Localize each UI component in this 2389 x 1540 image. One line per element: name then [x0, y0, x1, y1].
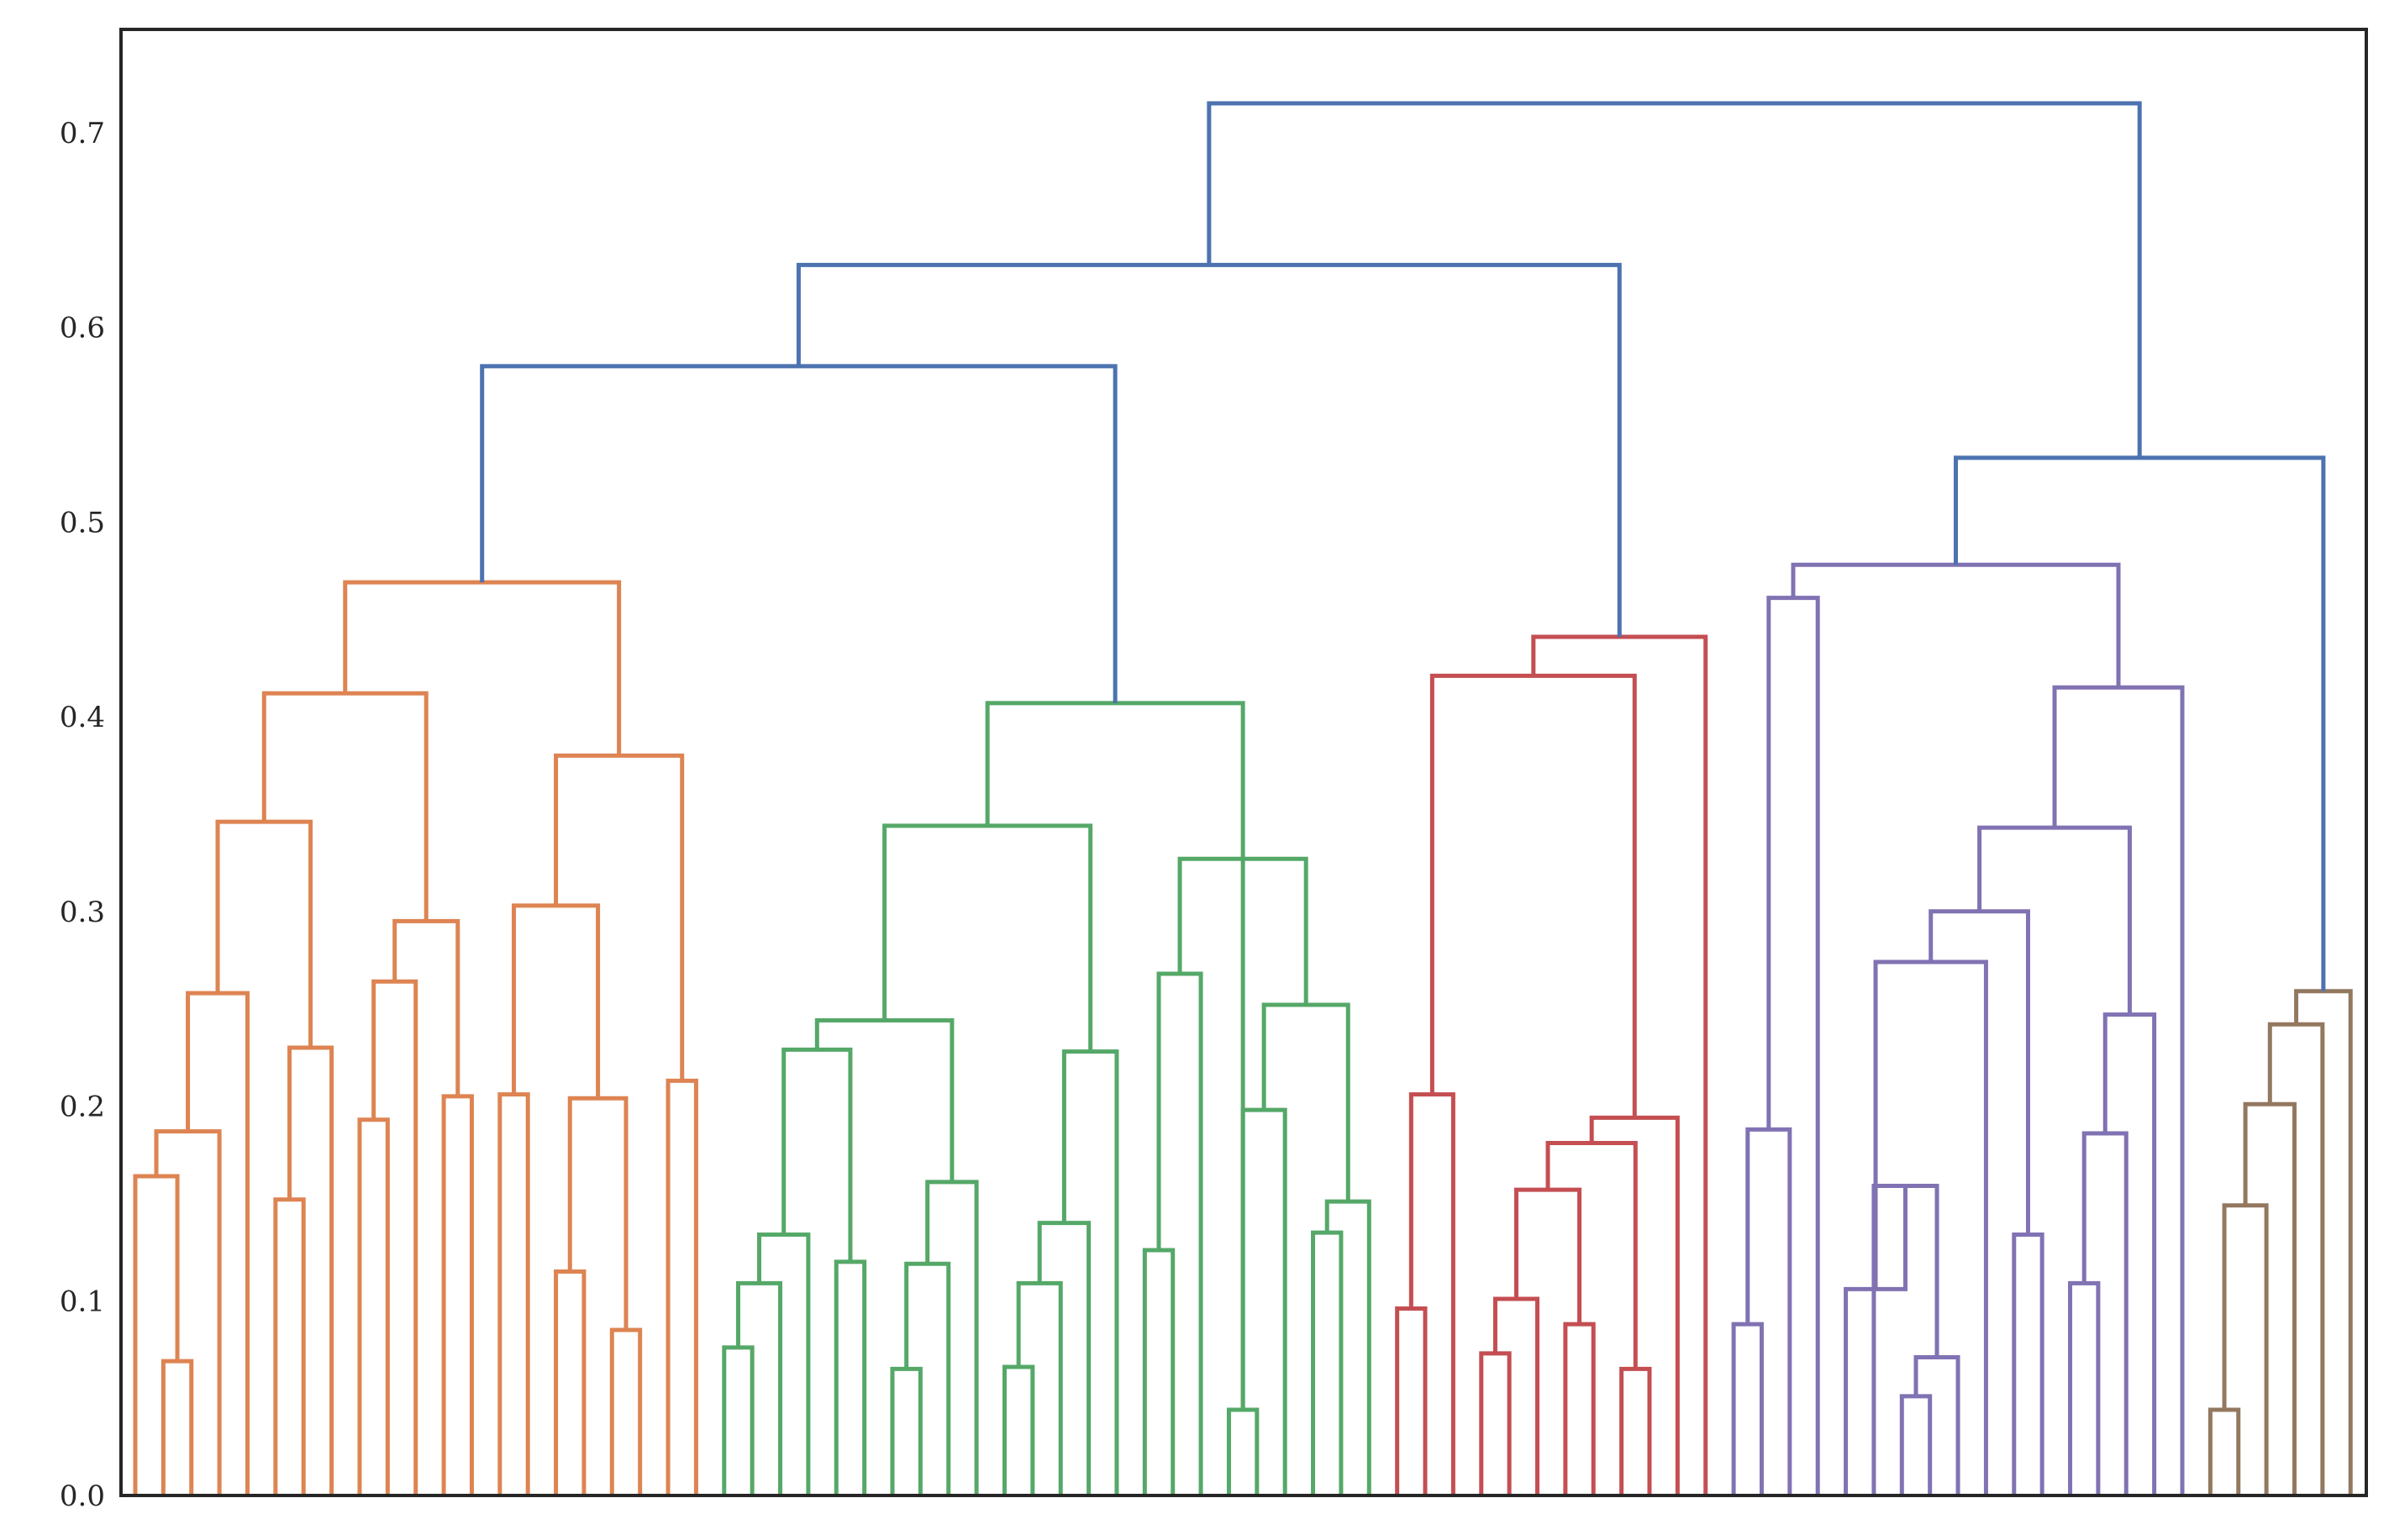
dendrogram-link [781, 1047, 853, 1262]
dendrogram-link [1791, 562, 2121, 688]
y-tick-label: 0.5 [60, 506, 105, 539]
dendrogram-link [1479, 1351, 1512, 1495]
dendrogram-link [925, 1180, 979, 1495]
dendrogram-link [1619, 1366, 1652, 1495]
dendrogram-link [2243, 1101, 2297, 1495]
dendrogram-link [609, 1327, 643, 1495]
y-tick-label: 0.6 [60, 312, 105, 345]
dendrogram-link [1037, 1221, 1092, 1495]
dendrogram-link [2222, 1203, 2269, 1495]
dendrogram-link [882, 823, 1093, 1052]
dendrogram-link [1492, 1296, 1539, 1495]
y-tick-label: 0.7 [60, 117, 105, 150]
dendrogram-link [1929, 909, 2030, 1235]
dendrogram-link [357, 1117, 390, 1495]
dendrogram-link [1261, 1002, 1350, 1202]
y-axis-ticks: 0.0 0.1 0.2 0.3 0.4 0.5 0.6 0.7 [60, 117, 105, 1513]
dendrogram-link [2102, 1012, 2157, 1495]
dendrogram-link [1429, 673, 1637, 1118]
dendrogram-link [890, 1366, 923, 1495]
dendrogram-link [2012, 1232, 2044, 1495]
dendrogram-link [2207, 1407, 2241, 1495]
dendrogram-link [666, 1078, 698, 1495]
dendrogram-link [1531, 634, 1708, 1495]
dendrogram-link [1207, 101, 2142, 458]
dendrogram-link [1240, 1107, 1287, 1495]
dendrogram-link [497, 1092, 530, 1495]
dendrogram-link [1977, 825, 2132, 1015]
dendrogram-link [567, 1096, 629, 1331]
y-tick-label: 0.1 [60, 1285, 105, 1318]
dendrogram-link [554, 753, 685, 1081]
dendrogram-link [371, 979, 418, 1495]
plot-frame [119, 28, 2368, 1497]
dendrogram-link [1899, 1394, 1933, 1495]
dendrogram-link [160, 1359, 194, 1495]
dendrogram-link [1156, 971, 1203, 1495]
dendrogram-link [1395, 1306, 1428, 1495]
dendrogram-link [735, 1280, 783, 1495]
dendrogram-link [1408, 1092, 1455, 1495]
dendrogram-link [1871, 1184, 1939, 1495]
dendrogram-link [1226, 1407, 1260, 1495]
dendrogram-link [1016, 1280, 1063, 1495]
dendrogram-link [2081, 1131, 2129, 1495]
dendrogram-link [1513, 1187, 1582, 1325]
y-tick-label: 0.4 [60, 701, 105, 734]
dendrogram-link [1844, 1185, 1908, 1495]
dendrogram-link [1745, 1127, 1792, 1495]
dendrogram-link [154, 1129, 222, 1495]
dendrogram-link [1142, 1248, 1176, 1495]
dendrogram-link [756, 1232, 811, 1495]
dendrogram-link [796, 262, 1622, 638]
dendrogram-link [904, 1261, 951, 1495]
dendrogram-link [1766, 596, 1820, 1495]
dendrogram-link [480, 364, 1118, 703]
y-tick-label: 0.2 [60, 1091, 105, 1124]
dendrogram-link [1563, 1322, 1596, 1495]
dendrogram-link [1311, 1230, 1344, 1495]
dendrogram-links [133, 101, 2353, 1495]
dendrogram-link [273, 1197, 306, 1495]
y-tick-label: 0.0 [60, 1480, 105, 1513]
dendrogram-link [1913, 1354, 1960, 1495]
dendrogram-link [215, 819, 313, 1048]
dendrogram-link [554, 1269, 587, 1495]
dendrogram-link [1731, 1322, 1764, 1495]
dendrogram-link [1002, 1364, 1035, 1495]
dendrogram-link [287, 1045, 334, 1495]
dendrogram-link [441, 1094, 474, 1495]
dendrogram-link [261, 691, 429, 922]
dendrogram-link [511, 903, 601, 1099]
dendrogram-link [2052, 685, 2185, 1495]
dendrogram-link [722, 1345, 755, 1495]
dendrogram-link [2068, 1280, 2101, 1495]
dendrogram-link [814, 1018, 955, 1182]
dendrogram-link [133, 1174, 180, 1495]
dendrogram-link [1324, 1199, 1371, 1495]
y-tick-label: 0.3 [60, 896, 105, 929]
dendrogram-link [343, 580, 622, 756]
dendrogram-link [392, 918, 460, 1096]
dendrogram-link [834, 1259, 867, 1495]
